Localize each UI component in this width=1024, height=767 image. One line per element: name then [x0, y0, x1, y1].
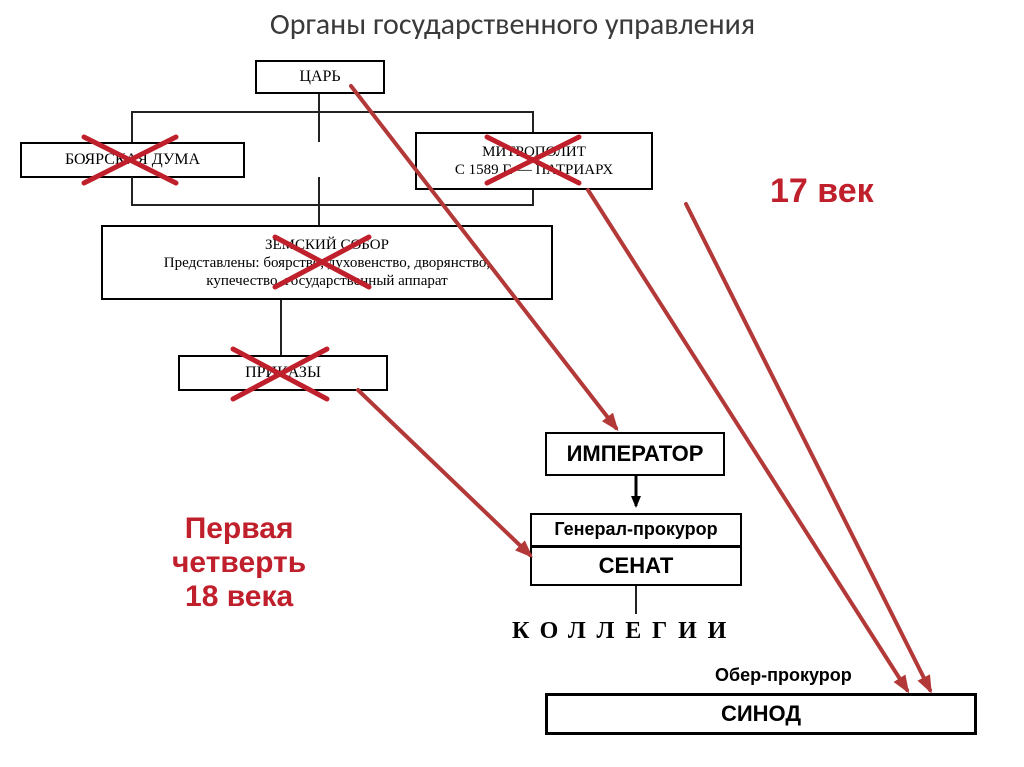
- annotation-18vek: Первая четверть 18 века: [172, 512, 306, 614]
- node-sobor-label: ЗЕМСКИЙ СОБОР Представлены: боярство, ду…: [164, 236, 490, 290]
- node-prikazy: ПРИКАЗЫ: [178, 355, 388, 391]
- node-sinod-label: СИНОД: [721, 701, 801, 727]
- node-tsar-label: ЦАРЬ: [299, 67, 340, 86]
- node-metropolit-label: МИТРОПОЛИТ С 1589 Г. — ПАТРИАРХ: [455, 143, 613, 179]
- node-prikazy-label: ПРИКАЗЫ: [245, 363, 321, 382]
- node-sobor: ЗЕМСКИЙ СОБОР Представлены: боярство, ду…: [101, 225, 553, 300]
- node-senat-label: СЕНАТ: [599, 553, 674, 579]
- page-title: Органы государственного управления: [175, 6, 850, 43]
- node-tsar: ЦАРЬ: [255, 60, 385, 94]
- node-genprok-label: Генерал-прокурор: [554, 519, 717, 541]
- label-ober: Обер-прокурор: [715, 665, 852, 686]
- node-emperor-label: ИМПЕРАТОР: [567, 441, 704, 467]
- label-kollegii: КОЛЛЕГИИ: [512, 618, 737, 645]
- node-sinod: СИНОД: [545, 693, 977, 735]
- node-duma: БОЯРСКАЯ ДУМА: [20, 142, 245, 178]
- node-senat: СЕНАТ: [530, 546, 742, 586]
- node-emperor: ИМПЕРАТОР: [545, 432, 725, 476]
- node-duma-label: БОЯРСКАЯ ДУМА: [65, 150, 200, 169]
- node-genprok: Генерал-прокурор: [530, 513, 742, 547]
- annotation-17vek: 17 век: [770, 172, 874, 211]
- node-metropolit: МИТРОПОЛИТ С 1589 Г. — ПАТРИАРХ: [415, 132, 653, 190]
- diagram-overlay: [0, 0, 1024, 767]
